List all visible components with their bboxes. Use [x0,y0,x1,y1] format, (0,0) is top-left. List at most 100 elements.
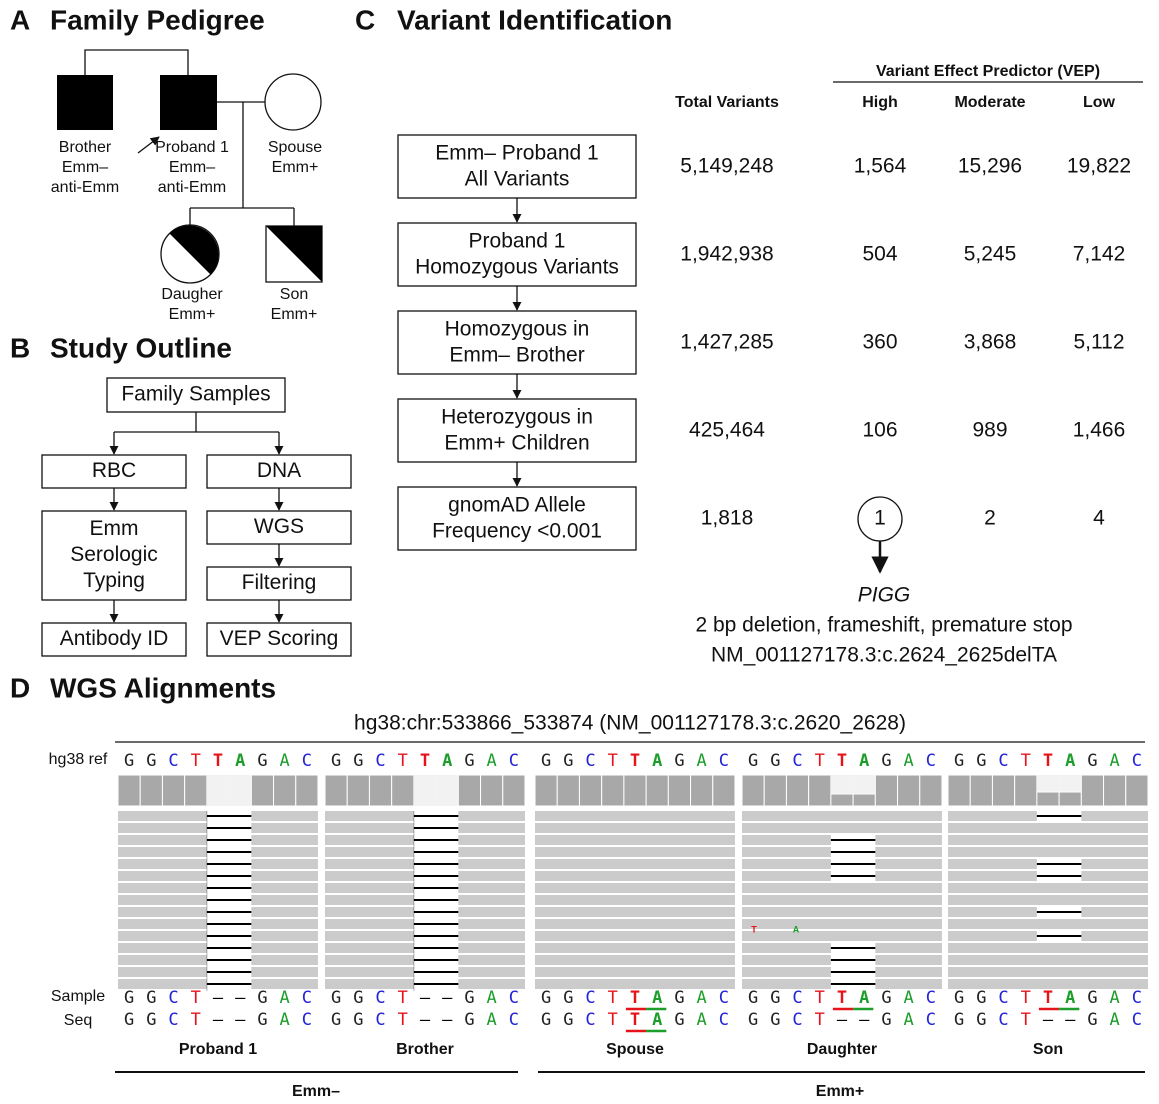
base: T [815,1010,825,1030]
label: Spouse [606,1041,664,1058]
label: Sample [51,988,105,1005]
base: C [1132,988,1142,1008]
read [742,943,831,953]
read [1081,871,1148,881]
base: G [976,1010,986,1030]
coverage [436,775,458,806]
base: A [1065,751,1075,771]
label: 360 [862,331,897,354]
base: A [652,988,662,1008]
coverage [898,775,920,806]
read [875,859,942,869]
base: G [331,988,341,1008]
read [118,919,207,929]
base: G [748,751,758,771]
read [325,919,414,929]
base: A [904,1010,914,1030]
base: T [815,751,825,771]
read [535,907,735,917]
base: – [213,1010,224,1030]
read [251,823,318,833]
label: Spouse [268,139,322,156]
read [535,847,735,857]
label: 3,868 [964,331,1017,354]
base: C [998,1010,1008,1030]
coverage [414,775,436,806]
base: G [881,751,891,771]
base: – [1043,1010,1054,1030]
spouse-symbol [265,74,321,130]
connector [114,412,279,432]
base: G [541,1010,551,1030]
base: C [792,1010,802,1030]
coverage [668,775,690,806]
coverage [296,775,318,806]
read [1081,907,1148,917]
read [325,811,414,821]
base: C [926,751,936,771]
coverage [535,775,557,806]
base: G [770,751,780,771]
read [535,859,735,869]
label: Study Outline [50,332,232,363]
base: C [375,751,385,771]
base: C [585,1010,595,1030]
coverage [229,775,251,806]
base: A [859,988,869,1008]
read [251,847,318,857]
read [948,931,1037,941]
base: C [1132,1010,1142,1030]
label: WGS [254,515,304,538]
base: G [1087,1010,1097,1030]
label: Filtering [242,571,317,594]
alignment-track [742,775,942,989]
label: Moderate [954,94,1025,111]
base: T [398,751,408,771]
read [1081,931,1148,941]
read [325,871,414,881]
label: 106 [862,419,897,442]
label: 5,245 [964,243,1017,266]
base: T [398,1010,408,1030]
read [948,835,1148,845]
coverage [347,775,369,806]
base: T [191,1010,201,1030]
label: Serologic [70,543,158,566]
base: – [442,988,453,1008]
coverage [646,775,668,806]
base: C [998,751,1008,771]
base: C [1132,751,1142,771]
label: 2 bp deletion, frameshift, premature sto… [695,614,1072,637]
label: Son [1033,1041,1063,1058]
label: Emm– [292,1083,340,1100]
read [458,859,525,869]
base: A [487,751,497,771]
read [458,967,525,977]
base: A [235,751,245,771]
base: – [235,988,246,1008]
read [875,943,942,953]
read [325,967,414,977]
label: 425,464 [689,419,765,442]
read [742,907,942,917]
read [535,919,735,929]
alignment-track [325,775,525,991]
coverage [948,775,970,806]
base: – [442,1010,453,1030]
coverage [1015,775,1037,806]
read [948,967,1148,977]
base: A [859,751,869,771]
base: G [146,988,156,1008]
read [875,967,942,977]
read [325,943,414,953]
read [251,811,318,821]
base: T [608,988,618,1008]
base: T [608,751,618,771]
base: C [168,1010,178,1030]
base: G [954,988,964,1008]
base: G [146,1010,156,1030]
read [742,955,831,965]
read [251,895,318,905]
label: Emm– Brother [449,344,584,367]
base: T [1043,988,1053,1008]
